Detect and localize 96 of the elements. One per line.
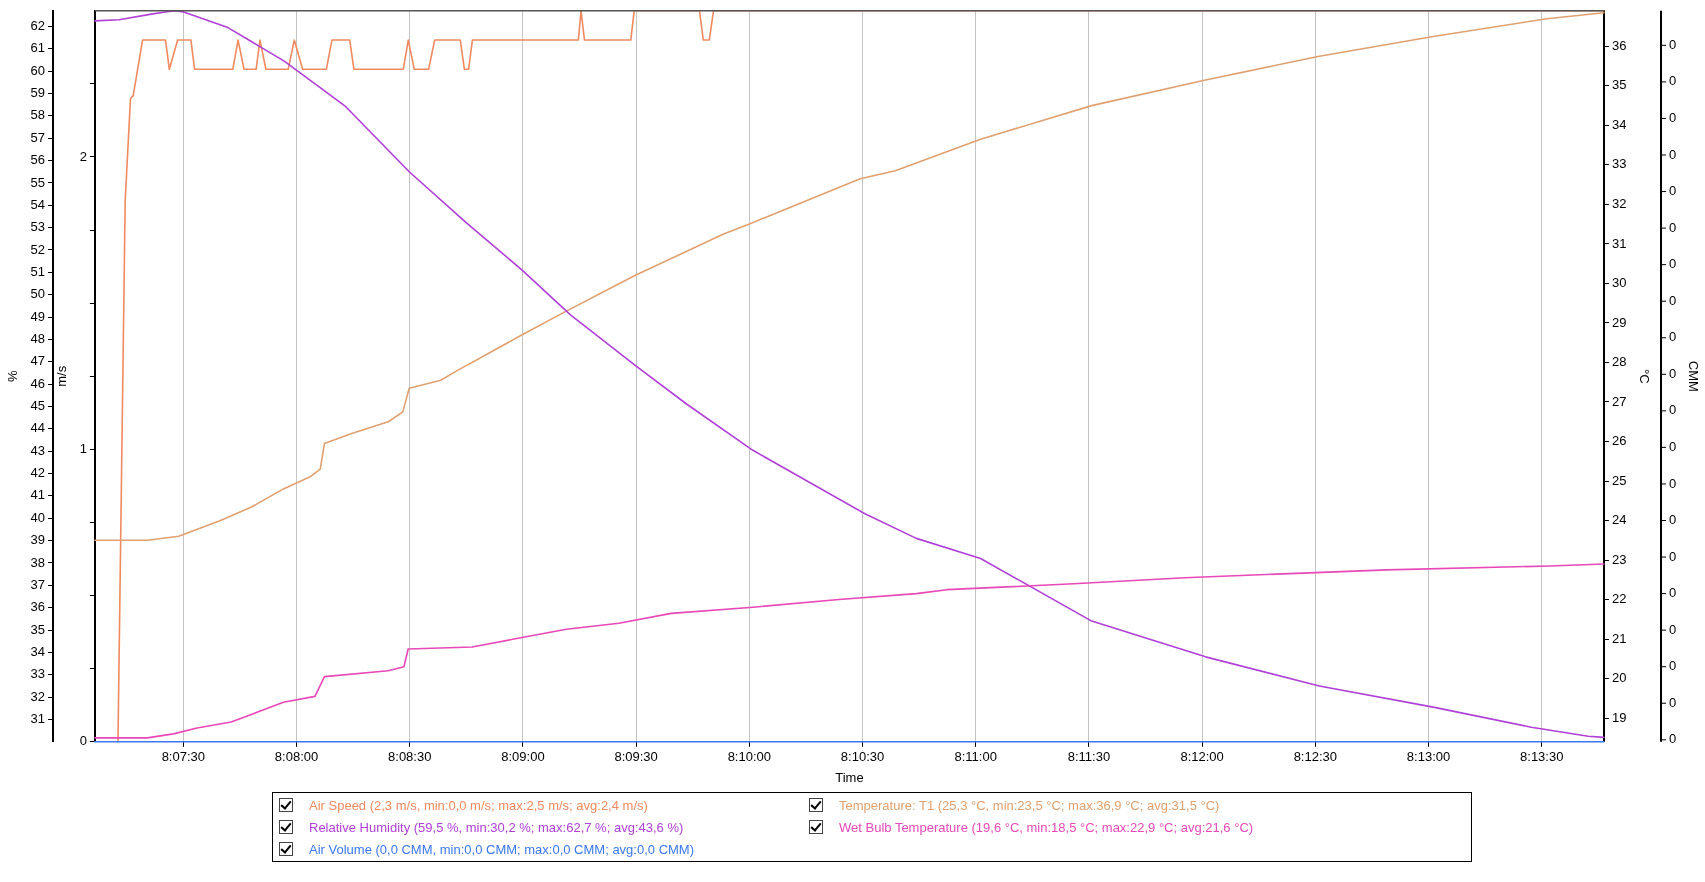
text: 0	[1669, 438, 1677, 454]
text: 0	[1669, 256, 1677, 272]
y2-tick-label: 32	[1611, 195, 1627, 211]
text: Relative Humidity (59,5 %, min:30,2 %; max:62,7 %; avg:43,6 %)	[309, 819, 684, 835]
y2-tick-label: 36	[1611, 37, 1627, 53]
x-tick-label: 8:11:00	[954, 749, 997, 765]
y3-tick-label: 53	[30, 219, 46, 235]
y3-tick-label: 50	[30, 286, 46, 302]
text: 0	[1669, 219, 1677, 235]
y3-tick-label: 31	[30, 711, 46, 727]
y2-tick-label: 19	[1611, 709, 1627, 725]
y3-tick-label: 44	[30, 420, 46, 436]
y3-axis-title: %	[5, 370, 21, 383]
x-tick-label: 8:12:30	[1293, 749, 1338, 765]
x-axis-title: Time	[835, 769, 864, 785]
y3-tick-label: 60	[30, 62, 46, 78]
y3-tick-label: 46	[30, 375, 46, 391]
y3-tick-label: 62	[30, 18, 46, 34]
text: Wet Bulb Temperature (19,6 °C, min:18,5 °C; max:22,9 °C; avg:21,6 °C)	[839, 819, 1254, 835]
x-tick-label: 8:08:00	[274, 749, 319, 765]
y3-tick-label: 45	[30, 398, 46, 414]
y2-axis-title: °C	[1636, 369, 1652, 384]
text: Air Speed (2,3 m/s, min:0,0 m/s; max:2,5 m/s; avg:2,4 m/s)	[309, 797, 648, 813]
x-tick-label: 8:13:30	[1520, 749, 1564, 765]
text: Temperature: T1 (25,3 °C, min:23,5 °C; max:36,9 °C; avg:31,5 °C)	[839, 797, 1220, 813]
text: 0	[1669, 329, 1677, 345]
y2-tick-label: 33	[1611, 156, 1627, 172]
x-tick-label: 8:08:30	[388, 749, 432, 765]
text: 0	[1669, 146, 1677, 162]
y3-tick-label: 58	[30, 107, 46, 123]
x-tick-label: 8:12:00	[1180, 749, 1224, 765]
y-tick-label: 0	[79, 733, 87, 749]
x-tick-label: 8:09:30	[614, 749, 658, 765]
y2-tick-label: 24	[1611, 512, 1627, 528]
y3-tick-label: 32	[30, 688, 46, 704]
text: 0	[1669, 402, 1677, 418]
y3-tick-label: 38	[30, 554, 46, 570]
y2-tick-label: 28	[1611, 354, 1627, 370]
y3-tick-label: 40	[30, 509, 46, 525]
y3-tick-label: 61	[30, 40, 46, 56]
y3-tick-label: 39	[30, 532, 46, 548]
y3-tick-label: 54	[30, 196, 46, 212]
x-tick-label: 8:10:30	[840, 749, 885, 765]
y3-tick-label: 33	[30, 666, 46, 682]
text: 0	[1669, 36, 1677, 52]
y3-tick-label: 59	[30, 85, 46, 101]
x-tick-label: 8:11:30	[1067, 749, 1111, 765]
y-tick-label: 2	[79, 148, 87, 164]
y2-tick-label: 25	[1611, 472, 1627, 488]
y-axis-title: m/s	[54, 365, 70, 387]
y3-tick-label: 35	[30, 621, 46, 637]
text: 0	[1669, 658, 1677, 674]
y3-tick-label: 57	[30, 129, 46, 145]
text: 0	[1669, 183, 1677, 199]
y2-tick-label: 31	[1611, 235, 1627, 251]
text: 0	[1669, 548, 1677, 564]
y2-tick-label: 29	[1611, 314, 1627, 330]
y2-tick-label: 27	[1611, 393, 1627, 409]
x-tick-label: 8:09:00	[501, 749, 545, 765]
y3-tick-label: 49	[30, 308, 46, 324]
y2-tick-label: 35	[1611, 77, 1627, 93]
x-tick-label: 8:13:00	[1406, 749, 1451, 765]
text: 0	[1669, 73, 1677, 89]
text: 0	[1669, 585, 1677, 601]
y3-tick-label: 56	[30, 152, 46, 168]
text: 0	[1669, 365, 1677, 381]
y2-tick-label: 26	[1611, 433, 1627, 449]
y3-tick-label: 41	[30, 487, 46, 503]
x-tick-label: 8:10:00	[727, 749, 772, 765]
text: 0	[1669, 621, 1677, 637]
text: CMM	[1686, 360, 1702, 392]
y3-tick-label: 51	[30, 263, 46, 279]
y2-tick-label: 22	[1611, 591, 1627, 607]
y3-tick-label: 42	[30, 465, 46, 481]
text: 0	[1669, 731, 1677, 747]
y3-tick-label: 48	[30, 330, 46, 346]
y3-tick-label: 37	[30, 576, 46, 592]
text: 0	[1669, 292, 1677, 308]
y2-tick-label: 20	[1611, 670, 1627, 686]
text: Air Volume (0,0 CMM, min:0,0 CMM; max:0,0 CMM; avg:0,0 CMM)	[309, 841, 695, 857]
y-tick-label: 1	[79, 440, 87, 456]
y3-tick-label: 43	[30, 442, 46, 458]
text: 0	[1669, 512, 1677, 528]
y2-tick-label: 34	[1611, 116, 1627, 132]
y2-tick-label: 23	[1611, 551, 1627, 567]
text: 0	[1669, 475, 1677, 491]
x-tick-label: 8:07:30	[161, 749, 206, 765]
y3-tick-label: 52	[30, 241, 46, 257]
y2-tick-label: 30	[1611, 275, 1627, 291]
text: 0	[1669, 110, 1677, 126]
y3-tick-label: 47	[30, 353, 46, 369]
y2-tick-label: 21	[1611, 630, 1627, 646]
y3-tick-label: 36	[30, 599, 46, 615]
y3-tick-label: 34	[30, 643, 46, 659]
text: 0	[1669, 694, 1677, 710]
y3-tick-label: 55	[30, 174, 46, 190]
